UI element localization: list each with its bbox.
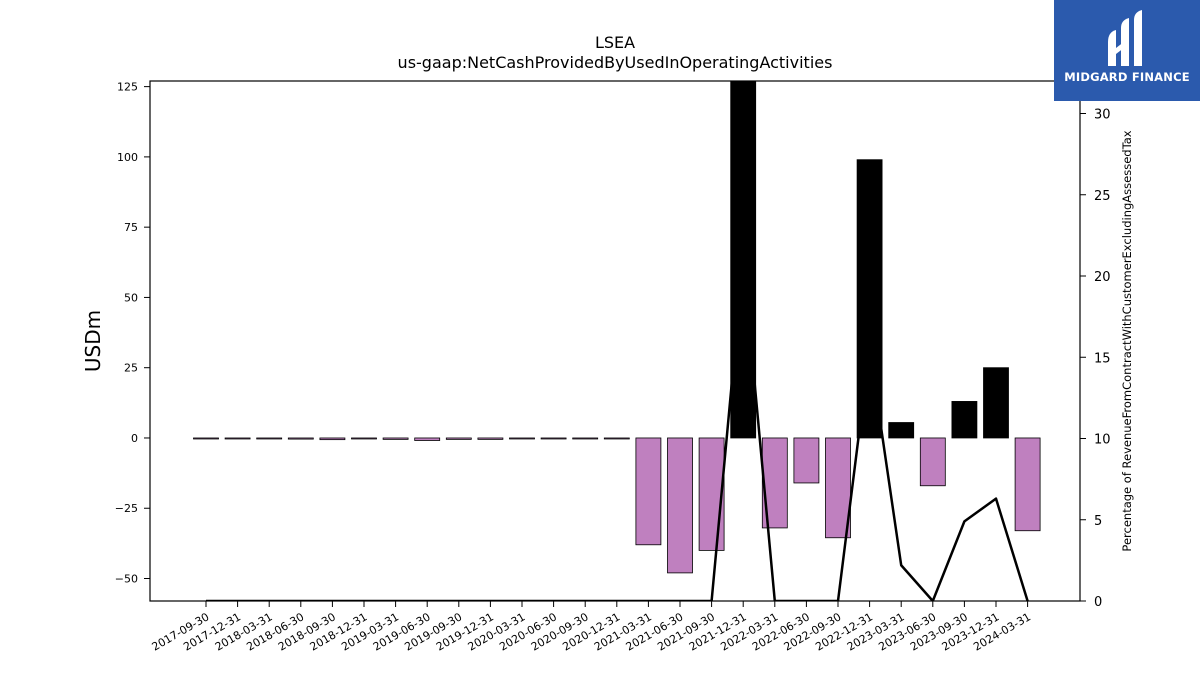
y-tick-label: −25 [115,502,138,515]
bar [256,437,283,440]
y-tick-label: 50 [124,291,138,304]
y-tick-label: 0 [131,432,138,445]
bar [287,437,314,440]
bar [667,437,693,574]
bar [983,367,1009,439]
y2-tick-label: 20 [1094,270,1111,285]
bar [888,422,915,439]
bar [951,401,978,439]
bar [1014,437,1041,532]
percentage-line [206,258,1029,601]
y-axis-label: USDm [81,310,105,372]
y2-axis-label: Percentage of RevenueFromContractWithCus… [1120,130,1134,551]
chart-subtitle: us-gaap:NetCashProvidedByUsedInOperating… [398,53,833,72]
bar [825,437,851,539]
logo-text: MIDGARD FINANCE [1064,70,1190,84]
y2-tick-label: 30 [1094,108,1111,123]
bar [351,437,377,440]
y2-tick-label: 15 [1094,351,1111,366]
bar [319,437,346,441]
bar [382,437,409,440]
bar [509,437,535,440]
bar [698,437,725,551]
bar [414,437,441,441]
y2-tick-label: 25 [1094,189,1111,204]
logo: MIDGARD FINANCE [1054,0,1200,101]
bar [919,437,946,487]
bar [477,437,504,440]
chart-title: LSEA [595,33,635,52]
plot-frame [149,80,1081,602]
bar [572,437,599,440]
y-tick-label: −50 [115,573,138,586]
y2-tick-label: 10 [1094,433,1111,448]
y-tick-label: 75 [124,221,138,234]
bar [635,437,662,546]
bar [445,437,472,440]
y-tick-label: 25 [124,362,138,375]
bar [224,437,251,440]
y2-tick-label: 0 [1094,595,1102,610]
y-tick-label: 125 [117,81,138,94]
bar [856,159,883,439]
y-tick-label: 100 [117,151,138,164]
y2-tick-label: 5 [1094,514,1102,529]
bar [793,437,820,484]
bar [193,437,219,440]
bar [603,437,630,440]
logo-mark-icon [1108,10,1142,66]
bar [540,437,567,440]
